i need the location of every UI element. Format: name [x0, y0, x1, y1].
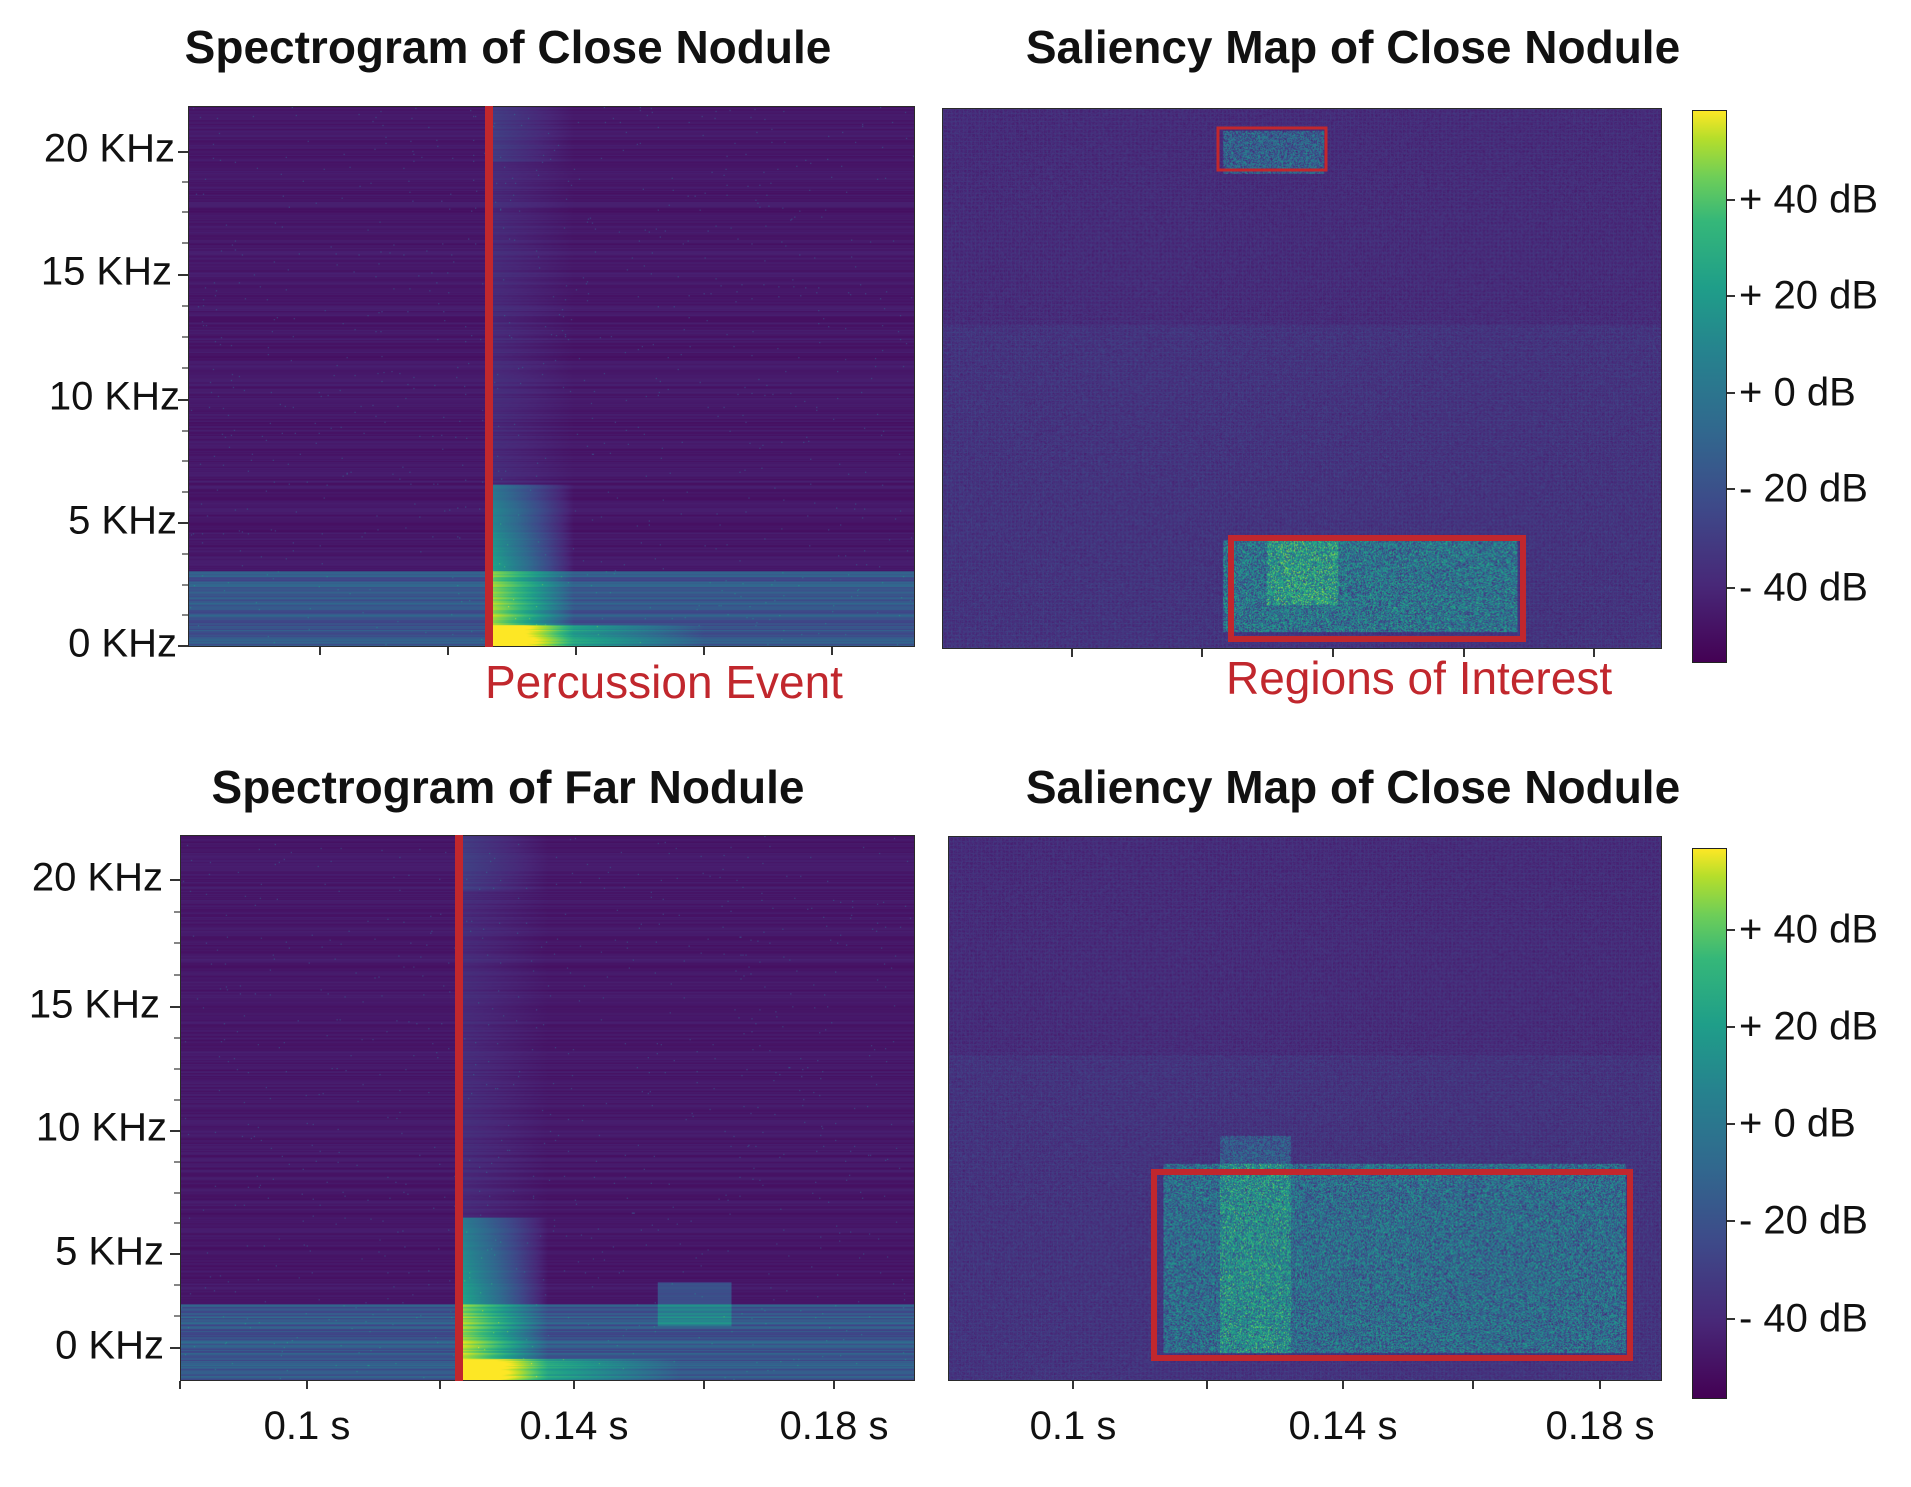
xtick-label: 0.14 s: [1288, 1404, 1398, 1448]
spectrogram-far-heatmap: [180, 835, 915, 1381]
panel-title-spectrogram-close: Spectrogram of Close Nodule: [184, 21, 832, 73]
panel-title-saliency-top: Saliency Map of Close Nodule: [1025, 21, 1681, 73]
xtick-label: 0.14 s: [519, 1404, 629, 1448]
ytick-label: 5 KHz: [68, 498, 177, 543]
saliency-bottom-heatmap: [948, 836, 1662, 1381]
minor-tick-marks: [174, 181, 188, 1317]
panel-title-spectrogram-far: Spectrogram of Far Nodule: [211, 761, 805, 813]
colorbar-tick-label: + 40 dB: [1739, 177, 1879, 222]
percussion-event-annotation: Percussion Event: [485, 656, 843, 708]
saliency-top-heatmap: [942, 108, 1662, 649]
ytick-label: 0 KHz: [55, 1323, 164, 1368]
colorbar-tick-label: - 40 dB: [1739, 565, 1868, 610]
region-of-interest-box: [1151, 1169, 1633, 1361]
ytick-label: 20 KHz: [31, 855, 163, 900]
xtick-label: 0.1 s: [263, 1404, 351, 1448]
colorbar-tick-label: + 20 dB: [1739, 1004, 1879, 1049]
colorbar-tick-label: + 0 dB: [1739, 1101, 1856, 1146]
colorbar-tick-label: - 20 dB: [1739, 1198, 1868, 1243]
ytick-label: 5 KHz: [55, 1229, 164, 1274]
panel-title-saliency-bottom: Saliency Map of Close Nodule: [1025, 761, 1681, 813]
colorbar-tick-label: + 40 dB: [1739, 907, 1879, 952]
colorbar-tick-label: - 20 dB: [1739, 466, 1868, 511]
colorbar-tick-label: - 40 dB: [1739, 1296, 1868, 1341]
ytick-label: 10 KHz: [48, 374, 180, 419]
regions-of-interest-annotation: Regions of Interest: [1226, 652, 1613, 704]
ytick-label: 15 KHz: [40, 249, 172, 294]
tick-marks: [170, 151, 1735, 1389]
ytick-label: 0 KHz: [68, 621, 177, 666]
spectrogram-close-heatmap: [188, 106, 915, 647]
ytick-label: 10 KHz: [35, 1105, 167, 1150]
xtick-label: 0.18 s: [1545, 1404, 1655, 1448]
region-of-interest-box: [1228, 535, 1526, 642]
colorbar-bottom: [1692, 848, 1727, 1399]
xtick-label: 0.1 s: [1029, 1404, 1117, 1448]
xtick-label: 0.18 s: [779, 1404, 889, 1448]
ytick-label: 15 KHz: [28, 982, 160, 1027]
ytick-label: 20 KHz: [43, 126, 175, 171]
region-of-interest-box: [1216, 126, 1328, 172]
colorbar-top: [1692, 110, 1727, 663]
colorbar-tick-label: + 20 dB: [1739, 273, 1879, 318]
colorbar-tick-label: + 0 dB: [1739, 370, 1856, 415]
